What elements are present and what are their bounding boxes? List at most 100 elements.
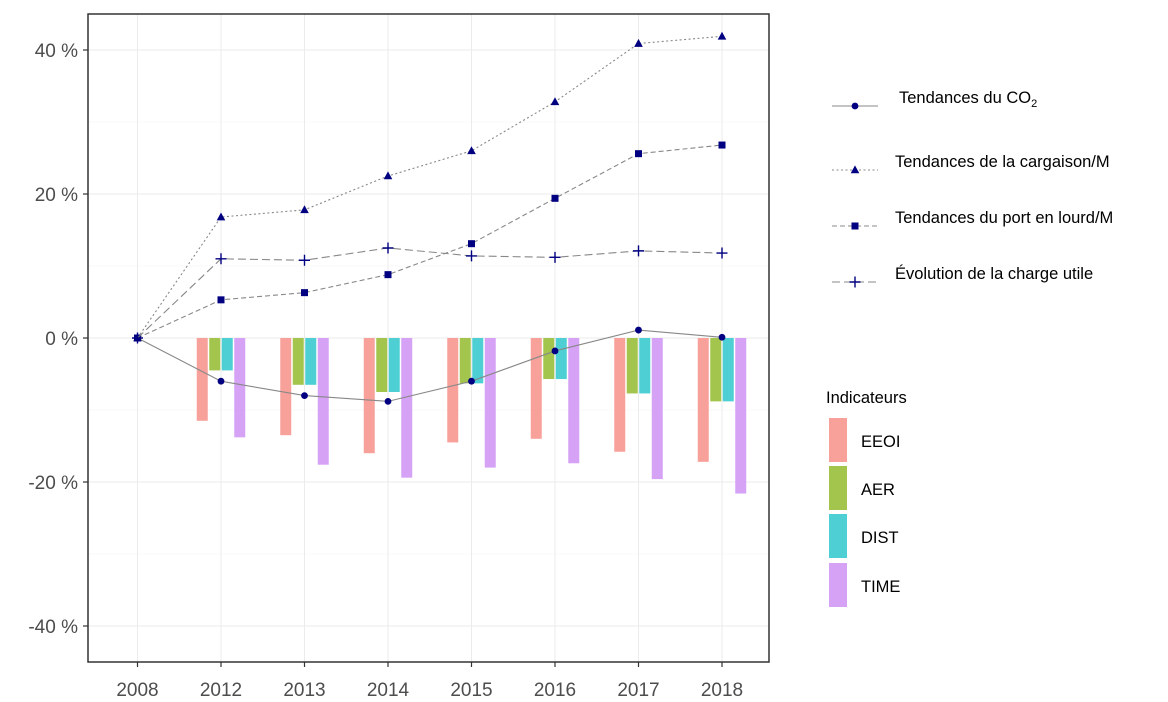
bar-eeoi-2012 <box>196 338 208 421</box>
y-tick-label: -20 % <box>28 473 78 494</box>
bar-aer-2018 <box>710 338 722 402</box>
bar-time-2016 <box>568 338 580 464</box>
bar-time-2012 <box>234 338 246 438</box>
point-co2-2013 <box>301 392 308 399</box>
point-port-en-lourd-2015 <box>468 240 475 248</box>
x-tick-label: 2008 <box>116 680 158 701</box>
point-port-en-lourd-2018 <box>718 141 726 149</box>
bar-time-2015 <box>484 338 496 468</box>
x-tick-label: 2013 <box>283 680 325 701</box>
point-port-en-lourd-2016 <box>551 194 559 202</box>
point-cargaison-2015 <box>467 146 476 155</box>
point-port-en-lourd-2014 <box>384 271 392 279</box>
y-tick-label: -40 % <box>28 617 78 638</box>
legend-label: Tendances du CO2 <box>899 89 1037 110</box>
axes: 40 % 20 % 0 % -20 % -40 % 2008 2012 2013 2014 201… <box>28 41 743 701</box>
bar-aer-2017 <box>626 338 638 394</box>
bar-eeoi-2017 <box>614 338 626 452</box>
legend-label: TIME <box>861 578 900 596</box>
bar-time-2018 <box>735 338 747 494</box>
legend-item-eeoi: EEOI <box>829 418 900 462</box>
point-cargaison-2012 <box>216 212 226 221</box>
bar-dist-2015 <box>472 338 484 384</box>
point-charge-utile-2008 <box>132 332 143 344</box>
grid <box>88 14 769 662</box>
line-port-en-lourd <box>137 144 723 339</box>
point-charge-utile-2014 <box>382 242 394 254</box>
legend-key-swatch <box>829 514 847 558</box>
legend-item-charge-utile: Évolution de la charge utile <box>832 264 1093 288</box>
legend: Tendances du CO2 Tendances de la cargaiso… <box>826 89 1113 607</box>
legend-label: AER <box>861 481 895 499</box>
point-port-en-lourd-2013 <box>301 289 308 297</box>
legend-label: Tendances de la cargaison/M <box>895 153 1110 171</box>
line-cargaison <box>137 35 723 339</box>
bar-dist-2013 <box>305 338 317 385</box>
bar-aer-2015 <box>459 338 471 384</box>
x-tick-label: 2018 <box>701 680 743 701</box>
point-port-en-lourd-2012 <box>217 296 225 304</box>
point-cargaison-2017 <box>634 38 643 47</box>
x-tick-label: 2016 <box>534 680 576 701</box>
bar-dist-2017 <box>639 338 651 394</box>
x-tick-label: 2015 <box>450 680 492 701</box>
point-charge-utile-2013 <box>299 254 310 266</box>
legend-key-swatch <box>829 563 847 607</box>
legend-label: EEOI <box>861 433 900 451</box>
bar-eeoi-2015 <box>447 338 459 443</box>
point-co2-2016 <box>551 347 559 355</box>
x-tick-label: 2017 <box>617 680 659 701</box>
y-tick-label: 0 % <box>45 329 78 350</box>
point-co2-2014 <box>384 397 392 405</box>
bar-dist-2016 <box>555 338 567 380</box>
point-co2-2015 <box>468 377 475 385</box>
point-cargaison-2014 <box>383 171 393 180</box>
bar-time-2013 <box>317 338 329 465</box>
line-co2 <box>137 329 723 402</box>
legend-key-swatch <box>829 466 847 510</box>
legend-key-swatch <box>829 418 847 462</box>
legend-label: DIST <box>861 529 899 547</box>
line-charge-utile <box>137 247 723 339</box>
point-cargaison-2018 <box>717 31 727 40</box>
point-co2-2017 <box>635 326 642 334</box>
point-charge-utile-2017 <box>633 245 644 257</box>
point-cargaison-2013 <box>300 205 309 214</box>
legend-item-port-en-lourd: Tendances du port en lourd/M <box>832 209 1113 230</box>
bar-dist-2012 <box>221 338 233 371</box>
bar-time-2014 <box>401 338 413 478</box>
point-co2-2018 <box>718 333 726 341</box>
point-port-en-lourd-2017 <box>635 150 642 158</box>
bar-eeoi-2014 <box>363 338 375 454</box>
bar-aer-2012 <box>209 338 221 371</box>
legend-label-subscript: 2 <box>1031 98 1037 110</box>
legend-key-marker <box>851 102 859 110</box>
point-cargaison-2016 <box>550 97 560 106</box>
bar-eeoi-2018 <box>697 338 709 462</box>
x-tick-label: 2012 <box>200 680 242 701</box>
legend-item-co2: Tendances du CO2 <box>832 89 1037 110</box>
point-charge-utile-2018 <box>716 247 728 259</box>
legend-item-time: TIME <box>829 563 900 607</box>
bar-legend-title: Indicateurs <box>826 389 907 407</box>
legend-key-marker <box>850 165 860 174</box>
point-charge-utile-2016 <box>549 251 561 263</box>
point-charge-utile-2012 <box>215 253 227 265</box>
bar-dist-2014 <box>388 338 400 392</box>
bar-aer-2013 <box>292 338 304 385</box>
x-tick-label: 2014 <box>367 680 410 701</box>
point-charge-utile-2015 <box>466 250 477 262</box>
y-tick-label: 40 % <box>35 41 78 62</box>
bar-dist-2018 <box>722 338 734 402</box>
legend-key-marker <box>851 222 859 230</box>
bar-aer-2016 <box>543 338 555 380</box>
y-tick-label: 20 % <box>35 185 78 206</box>
legend-item-cargaison: Tendances de la cargaison/M <box>832 153 1110 174</box>
legend-label: Évolution de la charge utile <box>895 264 1093 283</box>
bar-eeoi-2016 <box>530 338 542 439</box>
bar-aer-2014 <box>376 338 388 392</box>
legend-key-marker <box>849 276 861 288</box>
point-co2-2012 <box>217 377 225 385</box>
legend-item-dist: DIST <box>829 514 899 558</box>
